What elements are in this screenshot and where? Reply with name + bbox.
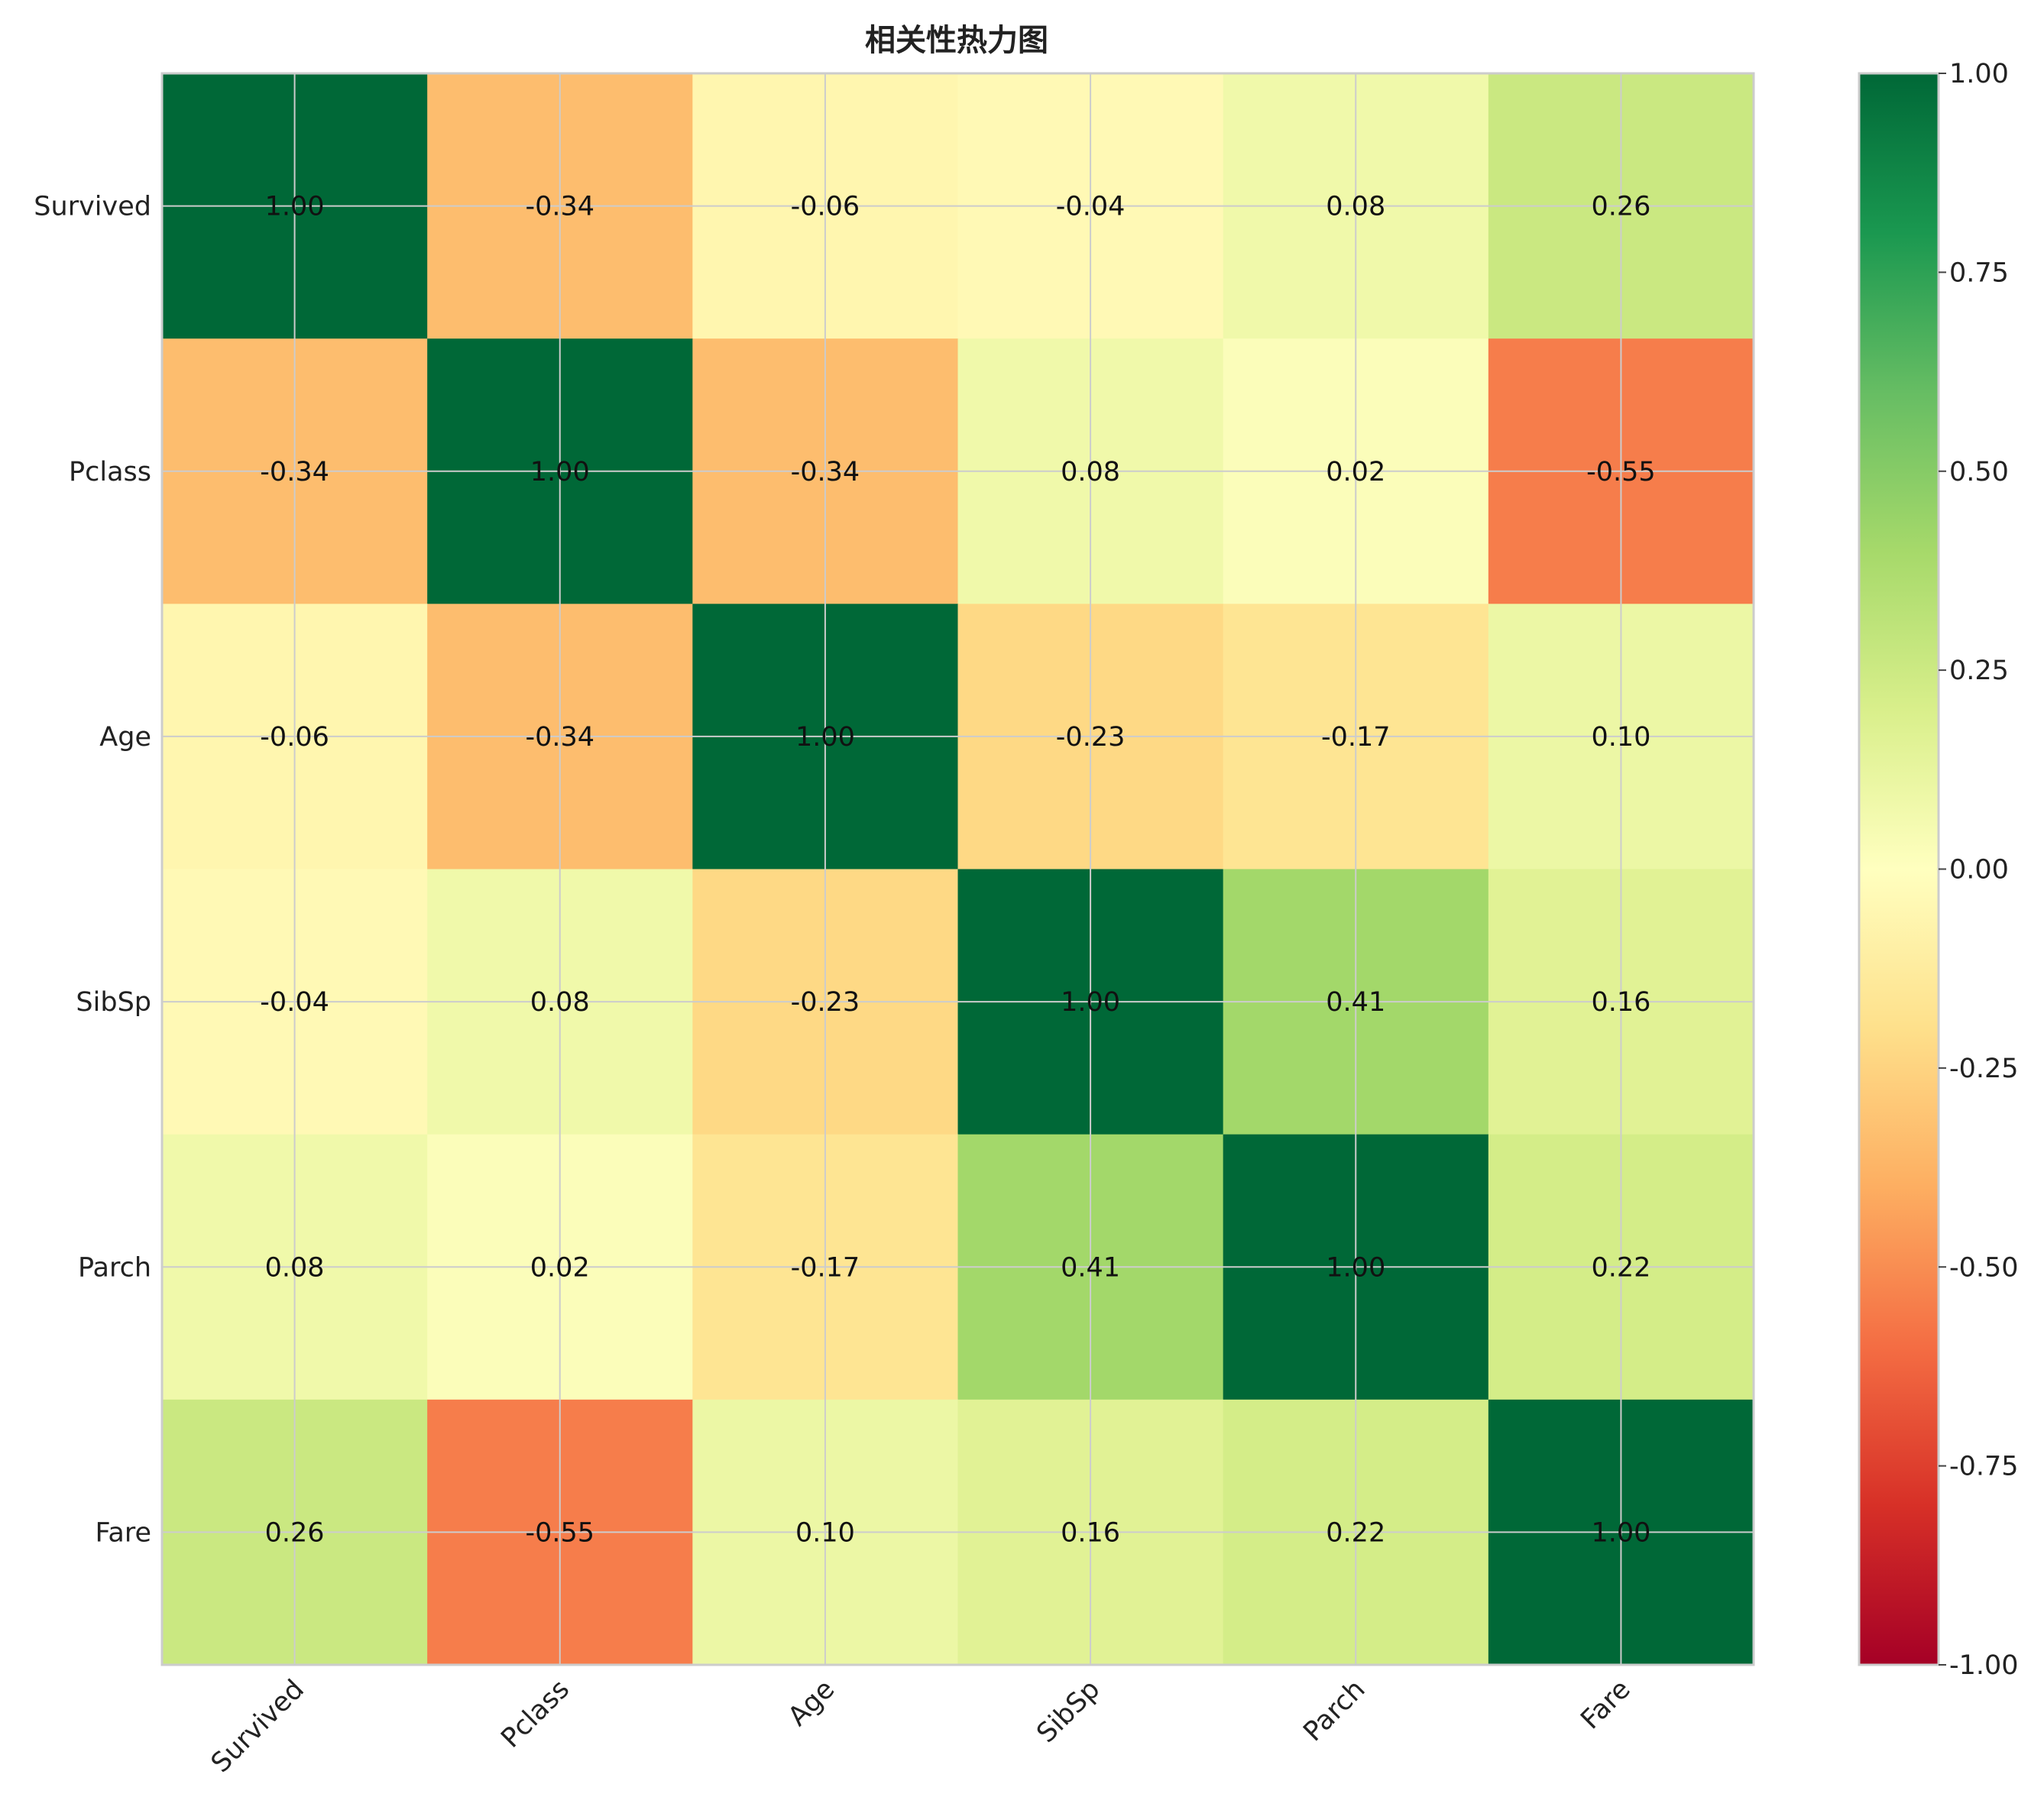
cell-value-label: -0.55	[525, 1517, 594, 1548]
y-tick-label: Survived	[34, 192, 151, 222]
x-tick-label: SibSp	[1031, 1674, 1106, 1749]
cell-value-label: 0.16	[1061, 1517, 1120, 1548]
x-tick-label: Fare	[1576, 1674, 1637, 1735]
cell-value-label: 1.00	[1326, 1252, 1385, 1283]
cell-value-label: -0.34	[791, 457, 860, 487]
cell-value-label: -0.23	[1056, 722, 1126, 753]
colorbar-tick-label: -0.75	[1949, 1452, 2019, 1482]
cell-value-label: 0.26	[1591, 192, 1650, 222]
cell-value-label: 0.26	[265, 1517, 325, 1548]
cell-value-label: -0.55	[1586, 457, 1656, 487]
colorbar-tick-label: 1.00	[1949, 59, 2009, 89]
y-tick-label: Fare	[95, 1517, 151, 1548]
colorbar-tick-label: 0.75	[1949, 257, 2009, 288]
cell-value-label: -0.34	[525, 192, 594, 222]
cell-value-label: 0.08	[1326, 192, 1385, 222]
cell-value-label: 1.00	[795, 722, 855, 753]
cell-value-label: 0.22	[1591, 1252, 1650, 1283]
cell-value-label: 0.08	[265, 1252, 325, 1283]
cell-value-label: -0.06	[791, 192, 860, 222]
cell-value-label: -0.04	[260, 987, 329, 1018]
y-tick-label: SibSp	[76, 987, 151, 1018]
y-tick-label: Parch	[78, 1252, 151, 1283]
colorbar-tick-label: -1.00	[1949, 1650, 2019, 1681]
x-tick-label: Parch	[1297, 1674, 1371, 1747]
colorbar-tick-label: -0.50	[1949, 1252, 2019, 1283]
cell-value-label: -0.06	[260, 722, 329, 753]
cell-value-label: -0.23	[791, 987, 860, 1018]
cell-value-label: 0.10	[1591, 722, 1650, 753]
y-tick-label: Age	[99, 722, 151, 753]
cell-value-label: 0.08	[530, 987, 590, 1018]
cell-value-label: 0.02	[530, 1252, 590, 1283]
cell-value-label: 0.41	[1061, 1252, 1120, 1283]
colorbar-tick-label: 0.50	[1949, 457, 2009, 487]
colorbar	[1858, 72, 1940, 1666]
colorbar-tick-label: 0.25	[1949, 656, 2009, 686]
colorbar-tick-label: 0.00	[1949, 855, 2009, 886]
cell-value-label: -0.04	[1056, 192, 1126, 222]
x-tick-label: Pclass	[495, 1674, 575, 1754]
cell-value-label: 1.00	[265, 192, 325, 222]
cell-value-label: 0.02	[1326, 457, 1385, 487]
heatmap-frame	[160, 72, 1755, 1666]
cell-value-label: -0.34	[525, 722, 594, 753]
cell-value-label: -0.34	[260, 457, 329, 487]
cell-value-label: 1.00	[1061, 987, 1120, 1018]
cell-value-label: 0.08	[1061, 457, 1120, 487]
chart-title: 相关性热力图	[865, 23, 1048, 58]
y-tick-label: Pclass	[69, 457, 151, 487]
colorbar-tick-label: -0.25	[1949, 1054, 2019, 1084]
x-tick-label: Age	[782, 1674, 841, 1732]
cell-value-label: -0.17	[1321, 722, 1391, 753]
cell-value-label: -0.17	[791, 1252, 860, 1283]
cell-value-label: 1.00	[1591, 1517, 1650, 1548]
cell-value-label: 1.00	[530, 457, 590, 487]
cell-value-label: 0.10	[795, 1517, 855, 1548]
cell-value-label: 0.41	[1326, 987, 1385, 1018]
x-tick-label: Survived	[206, 1674, 310, 1779]
cell-value-label: 0.22	[1326, 1517, 1385, 1548]
cell-value-label: 0.16	[1591, 987, 1650, 1018]
